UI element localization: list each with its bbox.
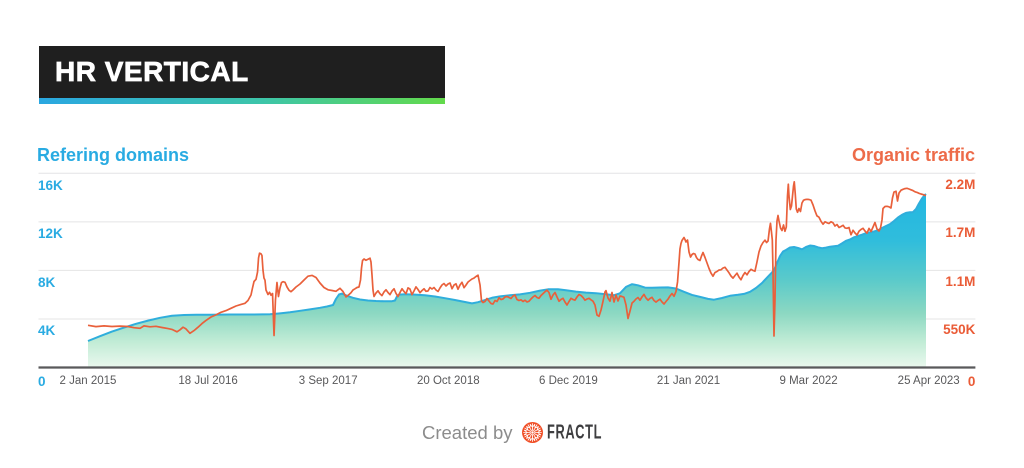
title-box: HR VERTICAL [39,46,445,98]
x-axis-date-label: 9 Mar 2022 [779,375,838,387]
axis-tick-label: 1.1M [945,273,976,289]
axis-tick-label: 1.7M [945,225,976,241]
organic-traffic-line-series [87,180,927,337]
x-axis-date-label: 2 Jan 2015 [59,375,117,387]
brand-name: FRACTL [547,421,603,443]
axis-tick-label: 16K [38,177,63,193]
axis-tick-label: 550K [943,322,976,338]
x-axis-date-label: 18 Jul 2016 [178,375,238,387]
left-axis-series-label: Refering domains [37,145,190,165]
axis-tick-label: 8K [38,274,56,290]
x-axis-date-label: 20 Oct 2018 [416,375,480,387]
axis-tick-label: 0 [38,374,46,389]
axis-tick-label: 12K [38,226,63,242]
fractl-logo-icon [521,421,543,443]
page-title: HR VERTICAL [55,56,249,88]
referring-domains-area-series [88,193,926,368]
axis-tick-label: 0 [967,374,976,389]
footer-credit: Created by FRACTL [0,419,1024,446]
title-gradient-bar [39,98,445,104]
x-axis-date-label: 3 Sep 2017 [298,375,358,387]
axis-tick-label: 2.2M [945,176,976,192]
axis-tick-label: 4K [38,323,56,339]
created-by-text: Created by [422,421,513,443]
x-axis-date-label: 6 Dec 2019 [538,375,598,387]
x-axis-date-label: 21 Jan 2021 [656,375,721,387]
referring-domains-line [87,193,927,342]
right-axis-series-label: Organic traffic [851,145,975,165]
x-axis-date-label: 25 Apr 2023 [897,375,960,387]
